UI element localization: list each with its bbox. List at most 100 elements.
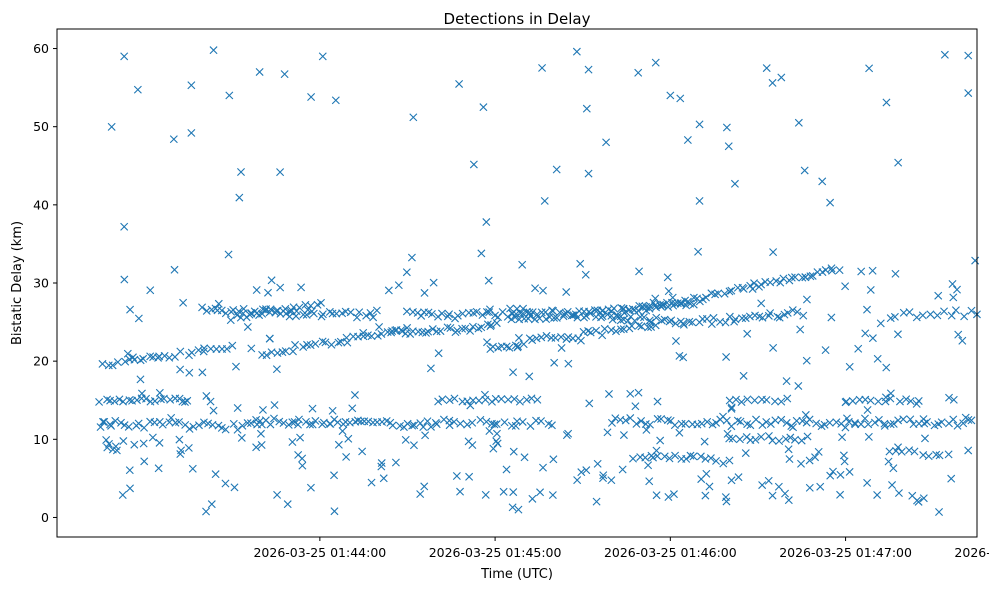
data-point	[675, 428, 684, 437]
data-point	[533, 310, 542, 319]
data-point	[397, 326, 406, 335]
data-point	[857, 420, 866, 429]
data-point	[353, 416, 362, 425]
data-point	[874, 397, 883, 406]
data-point	[247, 344, 256, 353]
data-point	[616, 325, 625, 334]
data-point	[198, 303, 207, 312]
data-point	[686, 451, 695, 460]
data-point	[670, 421, 679, 430]
data-point	[528, 336, 537, 345]
data-point	[827, 313, 836, 322]
data-point	[894, 158, 903, 167]
data-point	[511, 313, 520, 322]
data-point	[394, 281, 403, 290]
data-point	[117, 418, 125, 427]
data-point	[178, 397, 187, 406]
data-point	[656, 302, 665, 311]
data-point	[889, 464, 898, 473]
data-point	[777, 73, 786, 82]
data-point	[724, 142, 733, 151]
data-point	[485, 427, 494, 435]
data-point	[416, 490, 425, 499]
data-point	[317, 312, 326, 321]
data-point	[502, 465, 511, 474]
data-point	[111, 442, 120, 451]
data-point	[863, 405, 872, 414]
data-point	[281, 304, 290, 313]
data-point	[132, 396, 141, 405]
data-point	[722, 352, 731, 361]
data-point	[805, 483, 814, 492]
data-point	[484, 276, 493, 285]
data-point	[276, 168, 285, 177]
data-point	[280, 70, 289, 79]
data-point	[880, 419, 889, 428]
data-point	[784, 445, 793, 454]
data-point	[826, 198, 835, 207]
data-point	[652, 491, 661, 500]
data-point	[133, 85, 142, 94]
data-point	[607, 311, 616, 320]
data-point	[202, 507, 211, 516]
data-point	[634, 321, 643, 330]
data-point	[552, 165, 561, 174]
data-point	[499, 487, 508, 496]
data-point	[531, 284, 540, 293]
data-point	[325, 419, 334, 428]
data-point	[530, 315, 539, 324]
data-point	[108, 361, 117, 370]
data-point	[100, 417, 109, 426]
data-point	[528, 308, 537, 317]
data-point	[297, 283, 306, 292]
data-point	[137, 389, 146, 398]
data-point	[453, 311, 462, 320]
data-point	[864, 420, 873, 429]
data-point	[535, 314, 544, 323]
data-point	[748, 284, 757, 293]
data-point	[299, 342, 308, 351]
data-point	[820, 420, 829, 429]
data-point	[863, 478, 872, 487]
data-point	[895, 397, 904, 406]
data-point	[873, 354, 882, 363]
data-point	[701, 293, 710, 302]
data-point	[562, 309, 571, 318]
data-point	[919, 494, 928, 503]
data-point	[905, 308, 914, 317]
data-point	[619, 304, 628, 313]
data-point	[935, 508, 944, 516]
data-point	[700, 437, 709, 446]
data-point	[741, 314, 750, 323]
data-point	[611, 327, 620, 336]
data-point	[845, 467, 854, 476]
data-point	[794, 118, 803, 127]
data-point	[485, 308, 494, 317]
data-point	[787, 273, 796, 282]
data-point	[377, 459, 386, 468]
data-point	[951, 306, 960, 315]
data-point	[779, 274, 788, 283]
data-point	[328, 406, 337, 415]
data-point	[539, 463, 547, 472]
x-tick-label: 2026-03-25 01:46:00	[604, 545, 737, 560]
data-point	[762, 417, 771, 426]
data-point	[964, 89, 973, 98]
data-point	[493, 439, 502, 448]
data-point	[864, 432, 873, 441]
data-point	[508, 503, 517, 512]
data-point	[188, 464, 197, 473]
data-point	[155, 438, 164, 447]
data-point	[438, 395, 447, 404]
data-point	[289, 347, 297, 356]
data-point	[841, 282, 850, 291]
data-point	[125, 396, 134, 405]
data-point	[794, 381, 803, 390]
data-point	[209, 46, 218, 55]
data-point	[175, 435, 184, 444]
data-point	[120, 421, 129, 430]
data-point	[267, 276, 276, 285]
data-point	[420, 288, 429, 297]
data-point	[110, 397, 119, 406]
data-point	[762, 395, 771, 404]
